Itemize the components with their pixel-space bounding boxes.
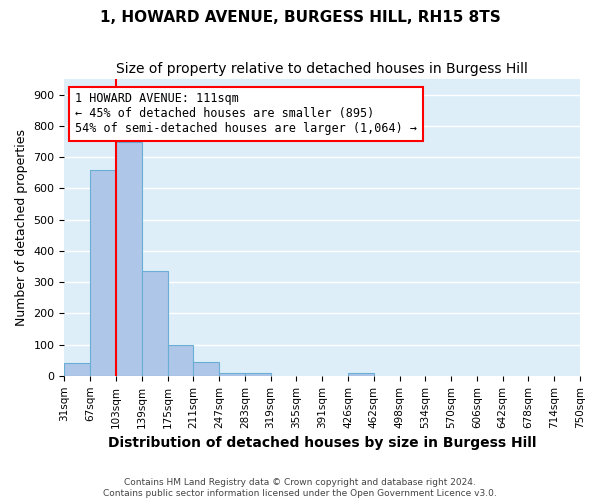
Bar <box>219 372 245 376</box>
Bar <box>64 364 90 376</box>
Bar <box>167 344 193 376</box>
Bar <box>116 142 142 376</box>
X-axis label: Distribution of detached houses by size in Burgess Hill: Distribution of detached houses by size … <box>108 436 536 450</box>
Bar <box>193 362 219 376</box>
Bar <box>90 170 116 376</box>
Text: Contains HM Land Registry data © Crown copyright and database right 2024.
Contai: Contains HM Land Registry data © Crown c… <box>103 478 497 498</box>
Y-axis label: Number of detached properties: Number of detached properties <box>15 129 28 326</box>
Bar <box>142 271 167 376</box>
Title: Size of property relative to detached houses in Burgess Hill: Size of property relative to detached ho… <box>116 62 528 76</box>
Text: 1, HOWARD AVENUE, BURGESS HILL, RH15 8TS: 1, HOWARD AVENUE, BURGESS HILL, RH15 8TS <box>100 10 500 25</box>
Text: 1 HOWARD AVENUE: 111sqm
← 45% of detached houses are smaller (895)
54% of semi-d: 1 HOWARD AVENUE: 111sqm ← 45% of detache… <box>75 92 417 136</box>
Bar <box>348 372 374 376</box>
Bar <box>245 372 271 376</box>
